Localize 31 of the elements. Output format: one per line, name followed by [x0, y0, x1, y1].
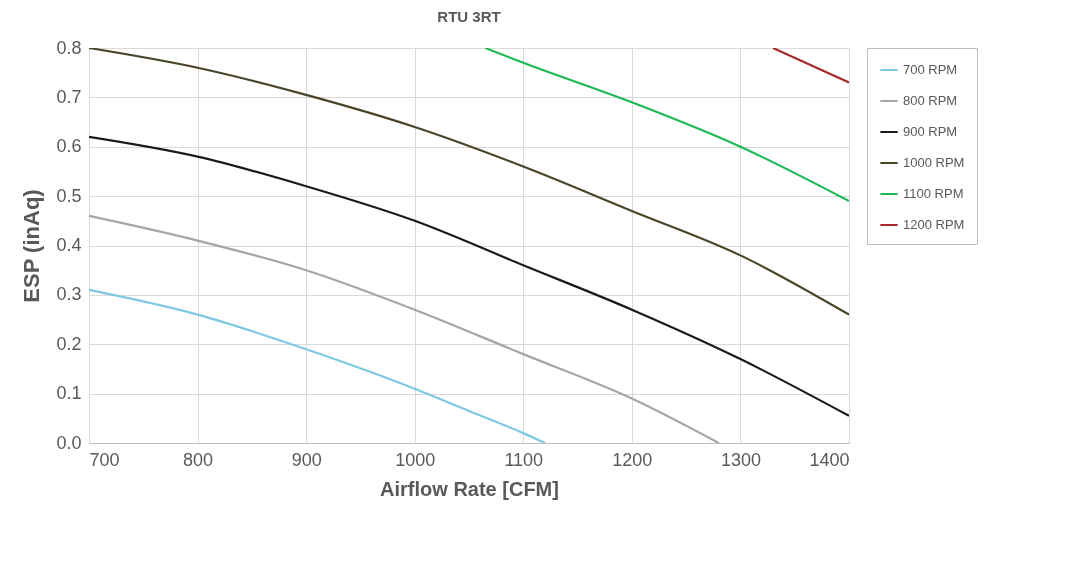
- chart-title: RTU 3RT: [437, 8, 501, 25]
- x-tick-label: 1400: [809, 449, 850, 470]
- x-tick-label: 1300: [720, 449, 761, 470]
- line-series: [89, 214, 720, 443]
- x-tick-label: 1000: [395, 449, 436, 470]
- legend-label: 800 RPM: [903, 93, 958, 108]
- y-tick-label: 0.2: [56, 333, 82, 354]
- line-series: [484, 48, 849, 203]
- legend-label: 1100 RPM: [903, 186, 964, 201]
- x-tick-label: 1100: [504, 449, 544, 470]
- x-tick-label: 900: [291, 449, 322, 470]
- y-tick-label: 0.1: [56, 383, 82, 404]
- y-axis-title: ESP (inAq): [19, 189, 45, 303]
- y-tick-label: 0.7: [56, 86, 82, 107]
- y-tick-label: 0.5: [56, 185, 82, 206]
- y-tick-label: 0.3: [56, 284, 82, 305]
- y-tick-label: 0.6: [56, 136, 82, 157]
- legend-label: 1200 RPM: [903, 217, 965, 232]
- line-series: [89, 135, 849, 417]
- y-tick-label: 0.0: [56, 432, 82, 453]
- x-tick-label: 700: [89, 449, 120, 470]
- line-series: [89, 48, 849, 316]
- line-series: [89, 288, 547, 443]
- y-tick-label: 0.4: [56, 235, 82, 255]
- x-tick-label: 1200: [612, 449, 653, 470]
- legend-label: 1000 RPM: [903, 155, 965, 170]
- x-axis-title: Airflow Rate [CFM]: [380, 477, 559, 500]
- legend-label: 700 RPM: [903, 62, 958, 77]
- legend-label: 900 RPM: [903, 124, 958, 139]
- y-tick-label: 0.8: [56, 37, 82, 58]
- x-tick-label: 800: [183, 449, 214, 470]
